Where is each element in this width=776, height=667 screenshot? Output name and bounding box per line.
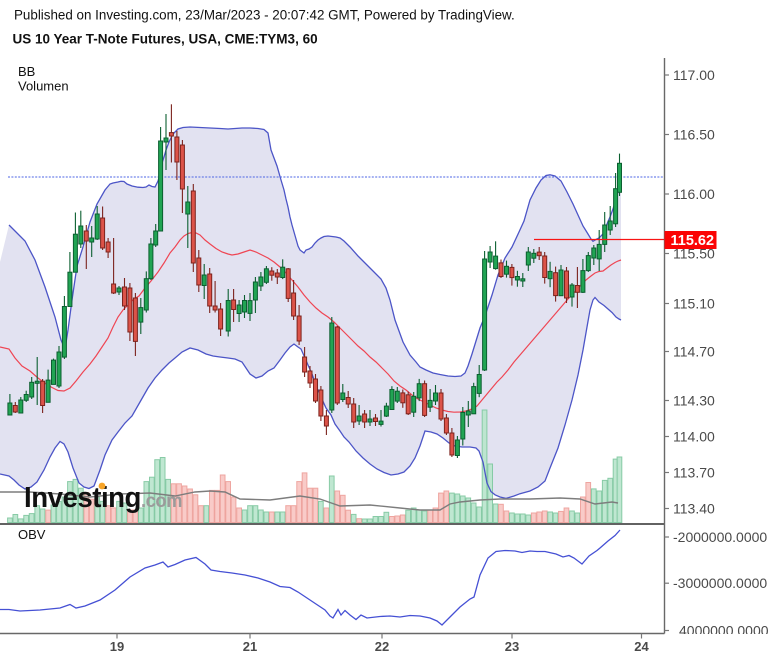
svg-text:-3000000.0000: -3000000.0000	[673, 575, 767, 591]
svg-text:115.62: 115.62	[671, 233, 715, 249]
svg-text:113.40: 113.40	[673, 501, 715, 517]
svg-text:117.00: 117.00	[673, 67, 715, 83]
svg-text:BB: BB	[18, 64, 35, 79]
svg-text:114.30: 114.30	[673, 393, 715, 409]
svg-text:114.00: 114.00	[673, 429, 715, 445]
svg-text:115.50: 115.50	[673, 246, 715, 262]
svg-text:116.50: 116.50	[673, 127, 715, 143]
svg-text:22: 22	[375, 639, 389, 654]
svg-text:24: 24	[634, 639, 649, 654]
svg-text:Volumen: Volumen	[18, 79, 69, 94]
svg-text:OBV: OBV	[18, 527, 46, 542]
svg-text:-2000000.0000: -2000000.0000	[673, 529, 767, 545]
svg-text:23: 23	[505, 639, 519, 654]
svg-text:21: 21	[243, 639, 257, 654]
svg-text:113.70: 113.70	[673, 465, 715, 481]
svg-text:116.00: 116.00	[673, 186, 715, 202]
svg-text:Published on Investing.com, 23: Published on Investing.com, 23/Mar/2023 …	[14, 8, 515, 23]
svg-text:115.10: 115.10	[673, 296, 715, 312]
svg-text:US 10 Year T-Note Futures, USA: US 10 Year T-Note Futures, USA, CME:TYM3…	[13, 32, 318, 47]
svg-text:19: 19	[110, 639, 124, 654]
svg-text:114.70: 114.70	[673, 344, 715, 360]
